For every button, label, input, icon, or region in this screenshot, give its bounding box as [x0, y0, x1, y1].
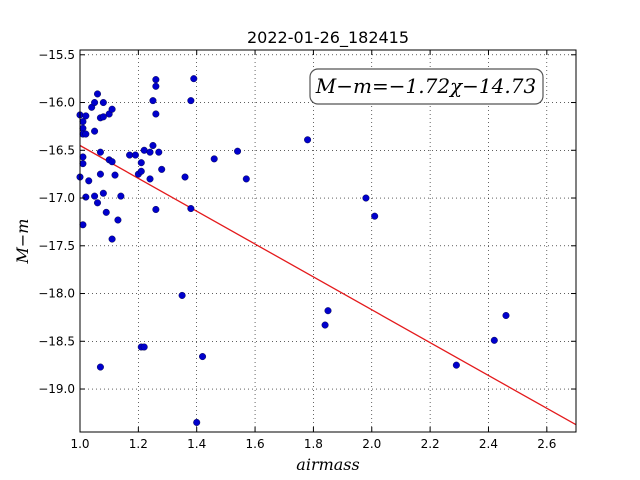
data-point — [193, 418, 201, 426]
data-point — [152, 110, 160, 118]
data-point — [108, 235, 116, 243]
data-point — [99, 113, 107, 121]
data-point — [452, 361, 460, 369]
data-point — [490, 336, 498, 344]
annotation-text: M−m=−1.72χ−14.73 — [315, 74, 536, 98]
data-point — [99, 99, 107, 107]
data-point — [79, 221, 87, 229]
data-point — [362, 194, 370, 202]
axis-ticks: 1.0 1.2 1.4 1.6 1.8 2.0 2.2 2.4 2.6 −15.5 −16.0 −16… — [38, 48, 576, 451]
y-axis-label: M−m — [13, 219, 32, 265]
y-tick-label: −19.0 — [38, 382, 75, 396]
x-tick-label: 2.4 — [479, 437, 498, 451]
x-tick-label: 2.6 — [537, 437, 556, 451]
y-tick-label: −18.0 — [38, 287, 75, 301]
data-point — [371, 212, 379, 220]
x-tick-label: 2.0 — [362, 437, 381, 451]
chart-title: 2022-01-26_182415 — [247, 28, 409, 48]
data-point — [91, 192, 99, 200]
data-point — [82, 130, 90, 138]
fit-annotation: M−m=−1.72χ−14.73 — [309, 68, 544, 105]
data-point — [155, 148, 163, 156]
data-point — [187, 97, 195, 105]
data-point — [114, 216, 122, 224]
plot-frame — [79, 49, 577, 433]
data-point — [140, 343, 148, 351]
data-point — [94, 199, 102, 207]
data-point — [190, 75, 198, 83]
data-point — [79, 160, 87, 168]
y-tick-label: −15.5 — [38, 48, 75, 62]
data-point — [96, 363, 104, 371]
data-point — [91, 127, 99, 135]
data-point — [131, 151, 139, 159]
x-tick-label: 1.8 — [304, 437, 323, 451]
data-point — [149, 97, 157, 105]
data-point — [108, 105, 116, 113]
data-point — [108, 158, 116, 166]
x-tick-label: 1.4 — [187, 437, 206, 451]
data-point — [152, 205, 160, 213]
y-tick-label: −17.0 — [38, 191, 75, 205]
data-point — [85, 177, 93, 185]
x-tick-label: 1.2 — [129, 437, 148, 451]
data-point — [96, 148, 104, 156]
data-point — [152, 82, 160, 90]
data-point — [149, 141, 157, 149]
data-point — [126, 151, 134, 159]
data-point — [304, 136, 312, 144]
x-tick-label: 1.0 — [70, 437, 89, 451]
data-point — [117, 192, 125, 200]
data-point — [158, 165, 166, 173]
data-point — [94, 90, 102, 98]
fit-line — [79, 144, 577, 426]
data-point — [96, 170, 104, 178]
data-point — [79, 153, 87, 161]
data-point — [181, 173, 189, 181]
x-tick-label: 1.6 — [246, 437, 265, 451]
data-point — [102, 208, 110, 216]
data-point — [242, 175, 250, 183]
data-point — [140, 146, 148, 154]
fit-line-group — [79, 144, 577, 426]
data-point — [91, 99, 99, 107]
y-tick-label: −16.5 — [38, 143, 75, 157]
data-point — [210, 155, 218, 163]
data-points — [76, 75, 510, 426]
data-point — [82, 193, 90, 201]
data-point — [152, 76, 160, 84]
data-point — [234, 147, 242, 155]
y-tick-label: −16.0 — [38, 96, 75, 110]
y-tick-label: −18.5 — [38, 334, 75, 348]
data-point — [146, 148, 154, 156]
data-point — [321, 321, 329, 329]
data-point — [187, 205, 195, 213]
data-point — [178, 291, 186, 299]
y-tick-label: −17.5 — [38, 239, 75, 253]
data-point — [137, 159, 145, 167]
data-point — [324, 307, 332, 315]
data-point — [111, 171, 119, 179]
x-axis-label: airmass — [296, 455, 359, 474]
data-point — [199, 353, 207, 361]
data-point — [99, 189, 107, 197]
annotation-box — [309, 68, 544, 105]
x-tick-label: 2.2 — [421, 437, 440, 451]
data-point — [146, 175, 154, 183]
data-point — [82, 112, 90, 120]
data-point — [137, 167, 145, 175]
data-point — [502, 311, 510, 319]
